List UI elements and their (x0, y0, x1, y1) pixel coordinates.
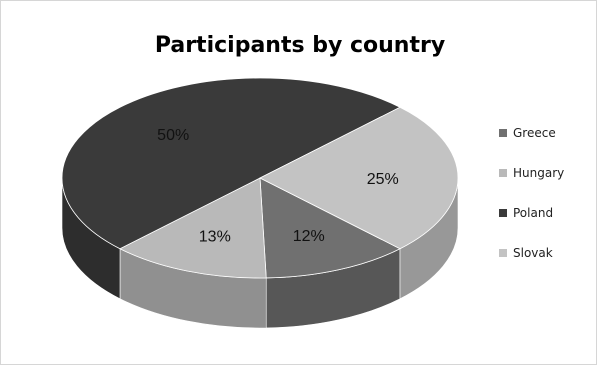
legend-label-slovak: Slovak (513, 246, 553, 260)
chart-title: Participants by country (155, 33, 445, 58)
pie-slice-poland (61, 77, 401, 250)
legend: Greece Hungary Poland Slovak (499, 126, 564, 260)
data-label-greece: 12% (293, 228, 325, 245)
pie-sides (61, 177, 459, 329)
pie-slice-hungary (119, 177, 267, 279)
data-label-slovak: 25% (367, 171, 399, 188)
legend-swatch-poland (499, 209, 507, 217)
pie-data-labels: 12% 13% 50% 25% (157, 127, 399, 245)
legend-swatch-slovak (499, 249, 507, 257)
legend-label-greece: Greece (513, 126, 556, 140)
legend-swatch-greece (499, 129, 507, 137)
legend-swatch-hungary (499, 169, 507, 177)
data-label-hungary: 13% (199, 229, 231, 246)
legend-label-hungary: Hungary (513, 166, 564, 180)
pie-slice-greece (259, 177, 401, 279)
pie-slice-slovak (259, 106, 459, 250)
data-label-poland: 50% (157, 127, 189, 144)
pie-tops (61, 77, 459, 279)
legend-label-poland: Poland (513, 206, 553, 220)
